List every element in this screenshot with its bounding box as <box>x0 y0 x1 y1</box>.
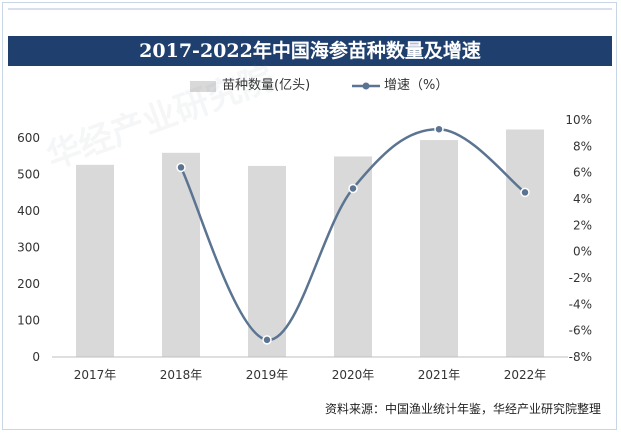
legend-bar-label: 苗种数量(亿头) <box>222 78 311 93</box>
y-right-tick-label-7: 6% <box>573 166 592 180</box>
y-left-tick-label-0: 0 <box>32 350 40 364</box>
y-left-tick-label-2: 200 <box>17 277 40 291</box>
y-right-tick-label-0: -8% <box>569 350 592 364</box>
y-right-tick-label-2: -4% <box>569 297 592 311</box>
bar-0 <box>76 164 114 357</box>
y-right-tick-label-1: -6% <box>569 324 592 338</box>
growth-point-3 <box>348 183 358 194</box>
y-right-tick-label-6: 4% <box>573 192 592 206</box>
x-tick-label-5: 2022年 <box>504 368 547 382</box>
growth-point-5 <box>520 187 530 198</box>
y-right-tick-label-3: -2% <box>569 271 592 285</box>
chart-title: 2017-2022年中国海参苗种数量及增速 <box>8 36 612 66</box>
y-left-tick-label-5: 500 <box>17 168 40 182</box>
x-tick-label-0: 2017年 <box>74 368 117 382</box>
y-right-tick-label-5: 2% <box>573 218 592 232</box>
y-left-tick-label-4: 400 <box>17 204 40 218</box>
growth-point-2 <box>262 335 272 345</box>
y-right-tick-label-9: 10% <box>565 113 592 127</box>
y-left-tick-label-6: 600 <box>17 131 40 145</box>
top-divider <box>8 8 612 10</box>
x-tick-label-4: 2021年 <box>418 368 461 382</box>
y-left-tick-label-3: 300 <box>17 241 40 255</box>
bar-2 <box>248 165 286 357</box>
legend-line-label: 增速（%） <box>384 78 449 93</box>
growth-point-4 <box>434 124 444 134</box>
growth-line <box>179 127 526 342</box>
legend-line-swatch <box>352 82 380 90</box>
x-tick-label-3: 2020年 <box>332 368 375 382</box>
bar-5 <box>506 129 544 357</box>
bar-1 <box>162 152 200 357</box>
growth-point-1 <box>176 162 186 173</box>
y-right-tick-label-4: 0% <box>573 245 592 259</box>
x-tick-label-1: 2018年 <box>160 368 203 382</box>
x-tick-label-2: 2019年 <box>246 368 289 382</box>
legend-bar-swatch <box>190 81 216 92</box>
bar-4 <box>420 140 458 357</box>
y-left-tick-label-1: 100 <box>17 314 40 328</box>
source-note: 资料来源：中国渔业统计年鉴，华经产业研究院整理 <box>324 402 601 416</box>
y-right-tick-label-8: 8% <box>573 139 592 153</box>
legend: 苗种数量(亿头) 增速（%） <box>0 76 621 96</box>
